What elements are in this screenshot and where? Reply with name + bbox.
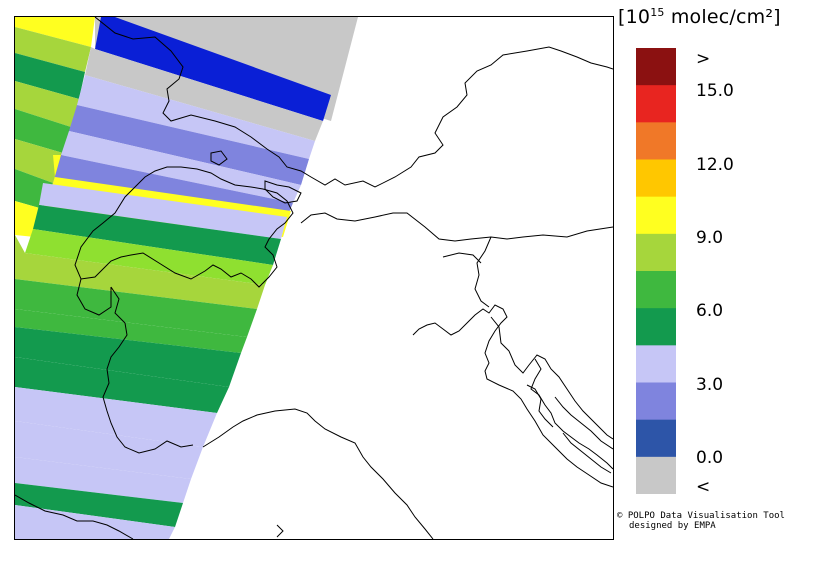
swath-pixel bbox=[69, 105, 309, 185]
legend-label-9: 9.0 bbox=[696, 228, 724, 248]
legend-unit-label: [1015 molec/cm²] bbox=[618, 6, 781, 28]
swath-pixel bbox=[15, 357, 229, 413]
credit-text: © POLPO Data Visualisation Tool designed… bbox=[617, 511, 785, 531]
color-scale-swatch bbox=[636, 308, 676, 346]
swath-pixel bbox=[39, 183, 287, 239]
swath-pixel bbox=[15, 53, 85, 99]
legend-label-0: 0.0 bbox=[696, 448, 724, 468]
unit-suffix: molec/cm²] bbox=[664, 6, 781, 28]
color-scale-swatch bbox=[636, 48, 676, 86]
credit-line-2: designed by EMPA bbox=[629, 521, 716, 531]
swath-pixel bbox=[15, 139, 63, 183]
color-scale-swatch bbox=[636, 85, 676, 123]
swath-pixel bbox=[77, 75, 315, 159]
color-scale-swatch bbox=[636, 233, 676, 272]
color-scale-swatch bbox=[636, 271, 676, 309]
swath-pixel bbox=[15, 483, 183, 527]
color-scale-bar bbox=[636, 48, 676, 494]
color-scale-swatch bbox=[636, 382, 676, 421]
swath-pixel bbox=[15, 327, 241, 387]
legend-label-3: 3.0 bbox=[696, 375, 724, 395]
swath-pixel bbox=[85, 47, 323, 141]
map-canvas bbox=[15, 17, 613, 539]
color-scale-swatch bbox=[636, 456, 676, 494]
swath-pixel bbox=[15, 235, 265, 309]
swath-pixel bbox=[15, 421, 203, 479]
unit-exponent: 15 bbox=[650, 6, 665, 19]
color-scale-swatch bbox=[636, 419, 676, 458]
swath-pixels bbox=[15, 17, 358, 539]
swath-pixel bbox=[15, 109, 71, 153]
swath-pixel bbox=[53, 155, 293, 217]
coastlines-and-borders bbox=[15, 17, 613, 539]
legend-label-lt: < bbox=[696, 477, 711, 497]
legend-label-6: 6.0 bbox=[696, 301, 724, 321]
swath-pixel bbox=[15, 81, 79, 127]
swath-pixel bbox=[95, 17, 331, 121]
swath-pixel bbox=[15, 27, 91, 72]
swath-pixel bbox=[15, 17, 95, 47]
credit-line-1: © POLPO Data Visualisation Tool bbox=[617, 511, 785, 521]
legend-label-15: 15.0 bbox=[696, 81, 734, 101]
swath-pixel bbox=[15, 279, 257, 337]
legend-label-12: 12.0 bbox=[696, 155, 734, 175]
swath-pixel bbox=[15, 387, 217, 447]
map-panel bbox=[14, 16, 614, 540]
color-scale-swatch bbox=[636, 159, 676, 198]
color-scale-swatch bbox=[636, 196, 676, 235]
unit-prefix: [10 bbox=[618, 6, 651, 28]
swath-pixel bbox=[33, 205, 281, 265]
swath-pixel bbox=[15, 457, 191, 503]
color-scale-swatch bbox=[636, 345, 676, 383]
legend-label-gt: > bbox=[696, 49, 711, 69]
color-scale-swatch bbox=[636, 122, 676, 160]
swath-pixel bbox=[15, 309, 247, 353]
